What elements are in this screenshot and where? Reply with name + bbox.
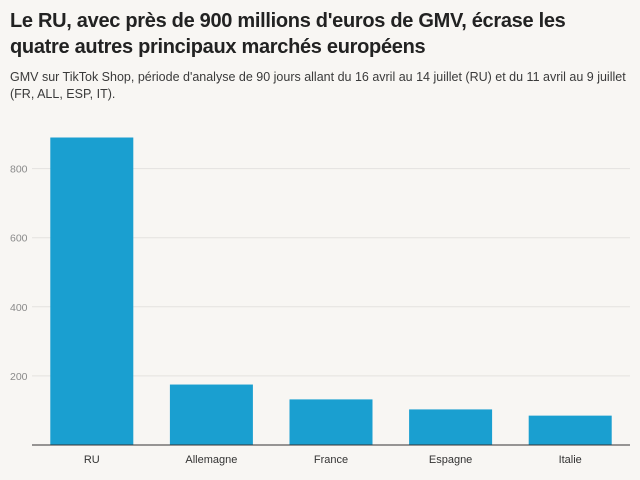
y-tick-label: 800 xyxy=(10,164,28,176)
chart-subtitle: GMV sur TikTok Shop, période d'analyse d… xyxy=(10,70,626,101)
bar-italie xyxy=(528,415,612,445)
bar-allemagne xyxy=(169,384,253,445)
x-tick-label: Allemagne xyxy=(185,454,237,466)
y-tick-label: 400 xyxy=(10,302,28,314)
x-tick-label: Espagne xyxy=(429,454,472,466)
chart-header: Le RU, avec près de 900 millions d'euros… xyxy=(10,8,630,103)
bar-ru xyxy=(50,137,134,445)
y-tick-label: 600 xyxy=(10,233,28,245)
bar-espagne xyxy=(409,409,493,445)
y-tick-label: 200 xyxy=(10,371,28,383)
x-tick-label: RU xyxy=(84,454,100,466)
bar-france xyxy=(289,399,373,445)
x-tick-label: France xyxy=(314,454,348,466)
x-tick-label: Italie xyxy=(559,454,582,466)
chart-title: Le RU, avec près de 900 millions d'euros… xyxy=(10,10,566,58)
